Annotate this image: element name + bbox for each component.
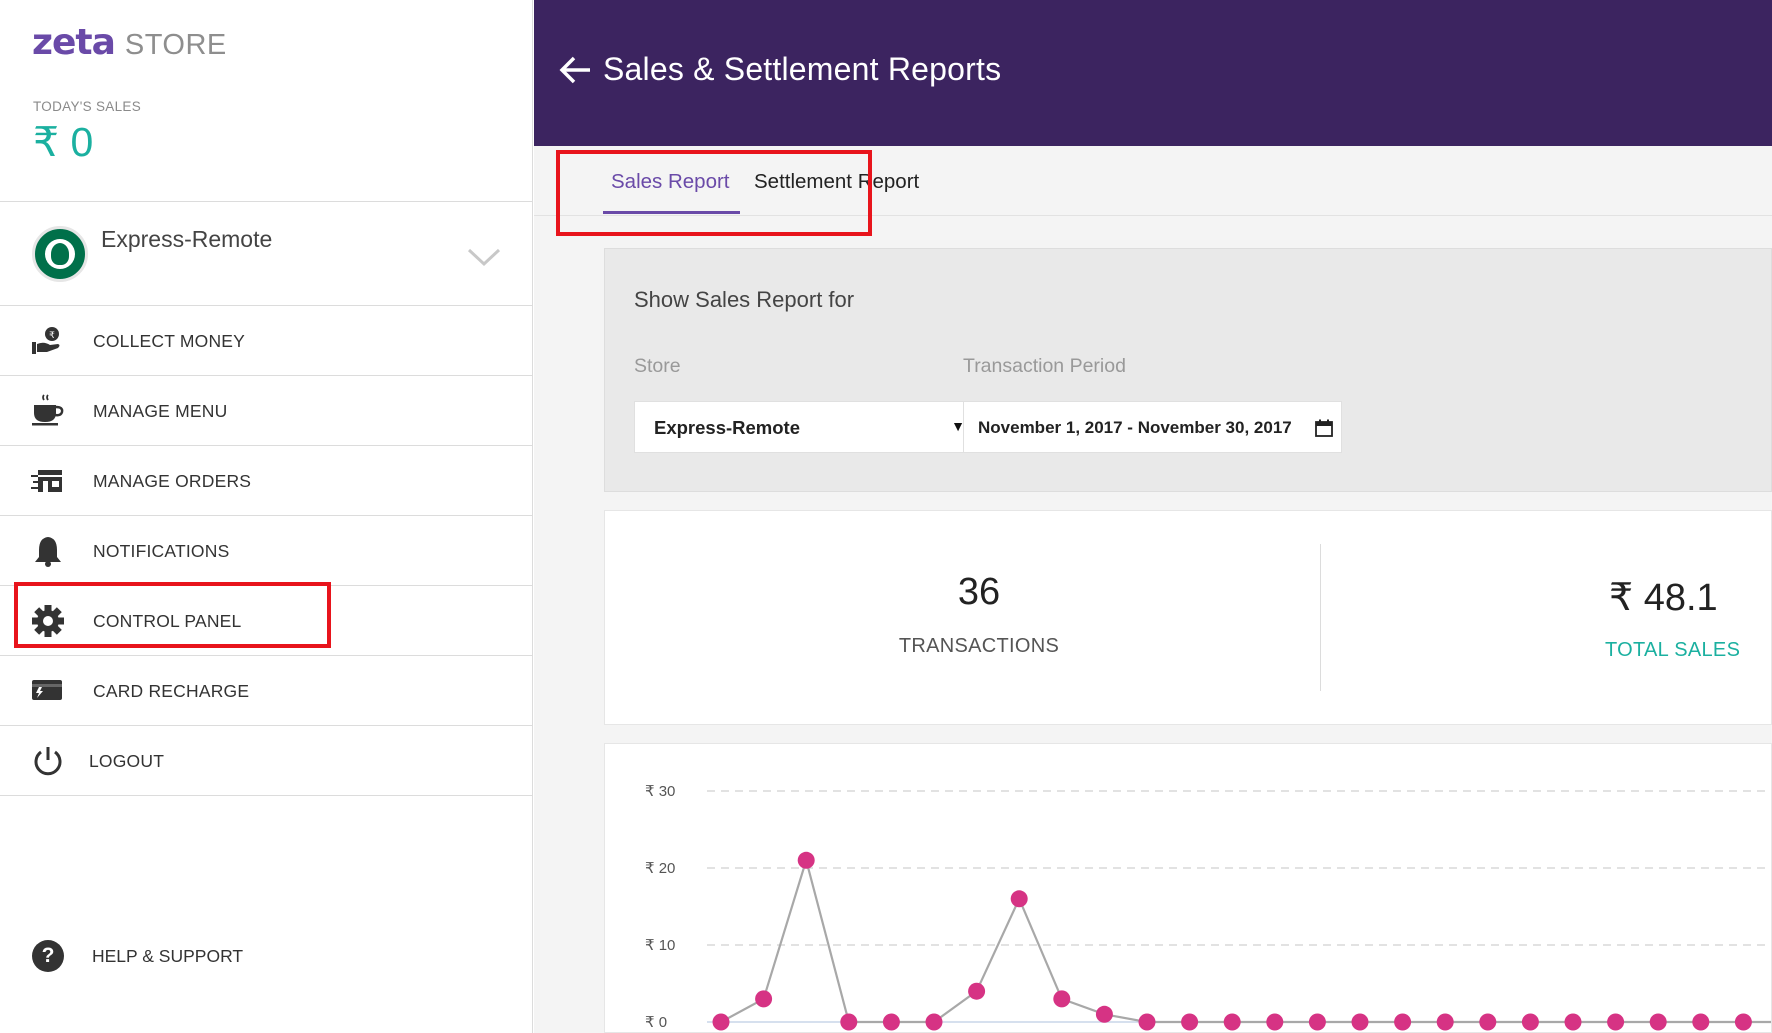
tab-sales-report[interactable]: Sales Report xyxy=(611,170,730,193)
chart-data-point xyxy=(1479,1013,1497,1031)
chart-data-point xyxy=(1138,1013,1156,1031)
chart-y-tick-label: ₹ 0 xyxy=(645,1014,667,1031)
chart-data-point xyxy=(882,1013,900,1031)
active-tab-indicator xyxy=(603,211,740,214)
chart-data-point xyxy=(1308,1013,1326,1031)
chart-data-point xyxy=(797,851,815,869)
transaction-period-value: November 1, 2017 - November 30, 2017 xyxy=(978,418,1292,437)
tab-settlement-report[interactable]: Settlement Report xyxy=(754,170,920,193)
todays-sales-value: ₹ 0 xyxy=(33,119,94,165)
chart-data-point xyxy=(1521,1013,1539,1031)
store-avatar xyxy=(32,226,88,282)
chart-data-point xyxy=(755,990,773,1008)
chart-y-tick-label: ₹ 30 xyxy=(645,783,675,800)
chart-series-line xyxy=(720,856,1771,1024)
nav-collect-money[interactable]: ₹ COLLECT MONEY xyxy=(0,306,533,376)
chart-data-point xyxy=(1223,1013,1241,1031)
transaction-period-label: Transaction Period xyxy=(963,355,1126,377)
chart-data-point xyxy=(1564,1013,1582,1031)
chart-y-tick-label: ₹ 10 xyxy=(645,937,675,954)
chart-data-point xyxy=(1266,1013,1284,1031)
chart-data-point xyxy=(1692,1013,1710,1031)
main-content: Sales & Settlement Reports Sales Report … xyxy=(534,0,1772,1033)
store-orders-icon xyxy=(30,464,66,498)
sales-chart-svg: ₹ 30 ₹ 20 ₹ 10 ₹ 0 xyxy=(645,783,1771,1031)
svg-text:₹: ₹ xyxy=(49,331,55,341)
nav-label: COLLECT MONEY xyxy=(93,331,246,351)
bell-icon xyxy=(30,534,66,568)
divider xyxy=(0,305,533,306)
chart-data-point xyxy=(712,1013,730,1031)
nav-manage-orders[interactable]: MANAGE ORDERS xyxy=(0,446,533,516)
nav-notifications[interactable]: NOTIFICATIONS xyxy=(0,516,533,586)
chevron-down-icon[interactable] xyxy=(466,238,502,274)
dropdown-caret-icon: ▼ xyxy=(951,418,965,434)
help-support[interactable]: ? HELP & SUPPORT xyxy=(0,930,533,990)
nav-label: NOTIFICATIONS xyxy=(93,541,230,561)
gear-icon xyxy=(30,604,66,638)
stats-divider xyxy=(1320,544,1321,691)
report-tabs: Sales Report Settlement Report xyxy=(534,146,1772,216)
store-select-value: Express-Remote xyxy=(654,417,801,438)
power-icon xyxy=(30,744,66,778)
chart-data-point xyxy=(1053,990,1071,1008)
collect-money-icon: ₹ xyxy=(30,324,66,358)
chart-y-tick-label: ₹ 20 xyxy=(645,860,675,877)
chart-data-point xyxy=(925,1013,943,1031)
card-icon xyxy=(30,674,66,708)
brand-store-text: STORE xyxy=(124,29,227,61)
total-sales-label: TOTAL SALES xyxy=(1605,639,1741,661)
chart-data-point xyxy=(1436,1013,1454,1031)
sidebar: zeta STORE TODAY'S SALES ₹ 0 Express-Rem… xyxy=(0,0,533,1033)
calendar-icon[interactable] xyxy=(1315,419,1333,437)
chart-data-point xyxy=(1649,1013,1667,1031)
chart-data-point xyxy=(1351,1013,1369,1031)
coffee-cup-icon xyxy=(30,394,66,428)
help-icon: ? xyxy=(32,940,64,972)
transaction-period-input[interactable]: November 1, 2017 - November 30, 2017 xyxy=(963,401,1342,453)
store-label: Store xyxy=(634,355,681,377)
back-arrow-icon[interactable] xyxy=(556,50,596,90)
divider xyxy=(0,201,533,202)
chart-data-point xyxy=(1734,1013,1752,1031)
nav-manage-menu[interactable]: MANAGE MENU xyxy=(0,376,533,446)
chart-data-point xyxy=(840,1013,858,1031)
brand-logo: zeta STORE xyxy=(32,22,227,66)
nav-logout[interactable]: LOGOUT xyxy=(0,726,533,796)
nav-label: MANAGE MENU xyxy=(93,401,228,421)
store-name: Express-Remote xyxy=(101,226,273,252)
filter-card: Show Sales Report for Store Transaction … xyxy=(604,248,1772,492)
nav-label: MANAGE ORDERS xyxy=(93,471,252,491)
transactions-count: 36 xyxy=(957,571,1001,613)
nav-label: CONTROL PANEL xyxy=(93,611,242,631)
brand-logo-text: zeta xyxy=(32,22,116,63)
total-sales-value: ₹ 48.1 xyxy=(1609,577,1718,619)
nav-label: CARD RECHARGE xyxy=(93,681,250,701)
nav-label: LOGOUT xyxy=(89,751,165,771)
page-header: Sales & Settlement Reports xyxy=(534,0,1772,146)
chart-data-point xyxy=(1010,890,1028,908)
store-switcher[interactable]: Express-Remote xyxy=(0,202,533,306)
chart-data-point xyxy=(1607,1013,1625,1031)
todays-sales-label: TODAY'S SALES xyxy=(33,99,142,114)
sales-chart: ₹ 30 ₹ 20 ₹ 10 ₹ 0 xyxy=(604,743,1772,1033)
chart-data-point xyxy=(1181,1013,1199,1031)
nav-control-panel[interactable]: CONTROL PANEL xyxy=(0,586,533,656)
chart-data-point xyxy=(1394,1013,1412,1031)
stats-card: 36 TRANSACTIONS ₹ 48.1 TOTAL SALES xyxy=(604,510,1772,725)
chart-data-point xyxy=(1095,1005,1113,1023)
page-title: Sales & Settlement Reports xyxy=(603,51,1002,87)
nav-card-recharge[interactable]: CARD RECHARGE xyxy=(0,656,533,726)
help-label: HELP & SUPPORT xyxy=(92,946,244,966)
filter-title: Show Sales Report for xyxy=(634,287,855,312)
store-select[interactable]: Express-Remote ▼ xyxy=(634,401,976,453)
transactions-label: TRANSACTIONS xyxy=(898,635,1060,657)
chart-data-point xyxy=(968,982,986,1000)
